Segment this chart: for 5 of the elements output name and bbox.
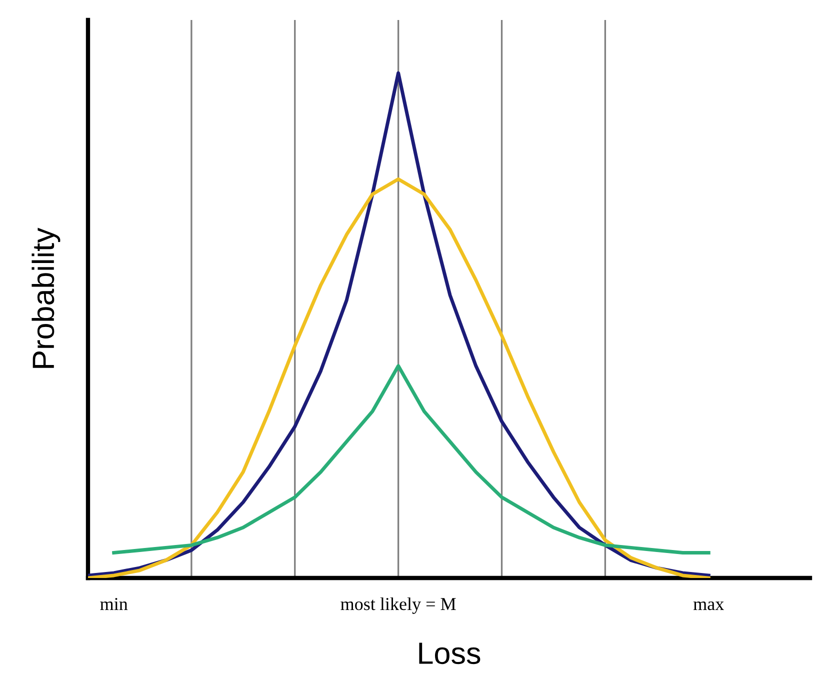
x-tick-label: max — [693, 601, 724, 610]
y-axis-title: Probability — [32, 228, 60, 368]
x-tick-label: most likely = M — [340, 597, 456, 614]
x-axis-title: Loss — [419, 642, 480, 664]
x-tick-label: min — [100, 598, 128, 610]
